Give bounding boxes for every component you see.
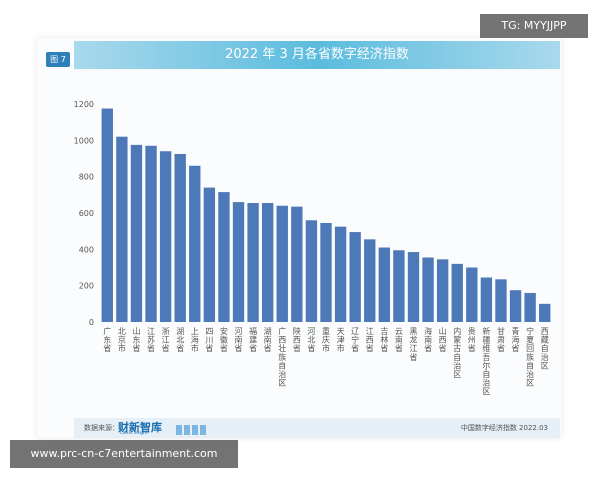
x-tick-label: 安徽省 bbox=[220, 326, 228, 353]
bar bbox=[305, 220, 318, 322]
x-tick-label: 山东省 bbox=[132, 326, 140, 353]
footer-bar: 数据来源： 财新智库 Caixin Insight 中国数字经济指数 2022.… bbox=[74, 418, 560, 438]
bar bbox=[189, 165, 201, 322]
x-tick-label: 上海市 bbox=[191, 327, 199, 353]
x-tick-label: 贵州省 bbox=[468, 326, 476, 353]
bar bbox=[480, 277, 493, 322]
bar bbox=[174, 153, 186, 322]
bar bbox=[451, 263, 463, 322]
watermark-top: TG: MYYJJPP bbox=[480, 14, 588, 38]
bar bbox=[407, 252, 420, 322]
bar bbox=[334, 226, 347, 322]
x-tick-label: 吉林省 bbox=[380, 327, 388, 353]
y-tick-label: 1200 bbox=[74, 100, 94, 109]
bar bbox=[539, 303, 551, 322]
bar bbox=[291, 206, 303, 322]
bar bbox=[509, 290, 522, 322]
x-tick-label: 云南省 bbox=[395, 327, 403, 353]
x-tick-label: 江苏省 bbox=[147, 327, 155, 353]
bar bbox=[466, 267, 478, 322]
bar bbox=[364, 239, 376, 322]
y-tick-label: 600 bbox=[79, 209, 94, 218]
x-tick-label: 辽宁省 bbox=[351, 327, 359, 353]
caixin-logo: 财新智库 bbox=[118, 421, 162, 434]
x-tick-label: 西藏自治区 bbox=[541, 327, 549, 370]
bar bbox=[349, 232, 361, 322]
bar bbox=[203, 187, 216, 322]
x-tick-label: 湖北省 bbox=[176, 327, 184, 353]
x-tick-label: 福建省 bbox=[249, 327, 257, 353]
bar bbox=[247, 203, 259, 322]
bar bbox=[101, 108, 113, 323]
x-tick-label: 黑龙江省 bbox=[409, 327, 417, 362]
x-tick-label: 新疆维吾尔自治区 bbox=[482, 326, 490, 396]
figure-tag: 图 7 bbox=[46, 52, 70, 67]
x-tick-label: 江西省 bbox=[366, 327, 374, 353]
x-tick-label: 青海省 bbox=[512, 326, 520, 353]
x-tick-label: 河南省 bbox=[235, 326, 243, 353]
bar bbox=[116, 136, 128, 322]
y-tick-label: 200 bbox=[79, 282, 94, 291]
footer-index-note: 中国数字经济指数 2022.03 bbox=[460, 424, 548, 432]
x-tick-label: 陕西省 bbox=[293, 326, 301, 353]
y-tick-label: 0 bbox=[89, 318, 94, 327]
bar bbox=[232, 202, 245, 322]
x-tick-label: 甘肃省 bbox=[497, 326, 505, 353]
bar bbox=[261, 203, 274, 322]
bar bbox=[422, 257, 434, 322]
bar bbox=[320, 222, 332, 322]
x-tick-label: 内蒙古自治区 bbox=[453, 326, 461, 379]
watermark-bottom: www.prc-cn-c7entertainment.com bbox=[10, 440, 238, 468]
x-tick-label: 天津市 bbox=[337, 327, 345, 353]
x-tick-label: 浙江省 bbox=[162, 326, 170, 353]
bar bbox=[495, 279, 507, 322]
x-tick-label: 广东省 bbox=[103, 326, 111, 353]
y-axis: 0 200 400 600 800 1000 1200 bbox=[74, 100, 94, 327]
x-tick-label: 宁夏回族自治区 bbox=[526, 326, 534, 388]
x-tick-label: 湖南省 bbox=[264, 327, 272, 353]
bar bbox=[159, 151, 172, 322]
bar bbox=[276, 205, 288, 322]
x-tick-label: 山西省 bbox=[439, 326, 447, 353]
x-tick-label: 四川省 bbox=[205, 327, 213, 353]
y-tick-label: 800 bbox=[79, 173, 94, 182]
x-tick-label: 河北省 bbox=[307, 326, 315, 353]
bar bbox=[145, 145, 157, 322]
x-axis-labels: 广东省北京市山东省江苏省浙江省湖北省上海市四川省安徽省河南省福建省湖南省广西壮族… bbox=[103, 326, 548, 396]
bar bbox=[393, 250, 405, 322]
caixin-logo-sub: Caixin Insight bbox=[120, 430, 148, 435]
bar bbox=[378, 247, 391, 322]
bar bbox=[130, 144, 143, 322]
bars bbox=[101, 108, 551, 323]
y-tick-label: 400 bbox=[79, 245, 94, 254]
logo-blocks bbox=[176, 423, 208, 443]
bar bbox=[524, 292, 536, 322]
chart-title: 2022 年 3 月各省数字经济指数 bbox=[74, 41, 560, 69]
bar bbox=[218, 192, 230, 322]
x-tick-label: 广西壮族自治区 bbox=[278, 326, 286, 388]
x-tick-label: 海南省 bbox=[424, 326, 432, 353]
x-tick-label: 北京市 bbox=[118, 327, 126, 353]
bar bbox=[436, 259, 449, 322]
footer-source-label: 数据来源： bbox=[84, 424, 119, 432]
y-tick-label: 1000 bbox=[74, 136, 94, 145]
x-tick-label: 重庆市 bbox=[322, 326, 330, 353]
